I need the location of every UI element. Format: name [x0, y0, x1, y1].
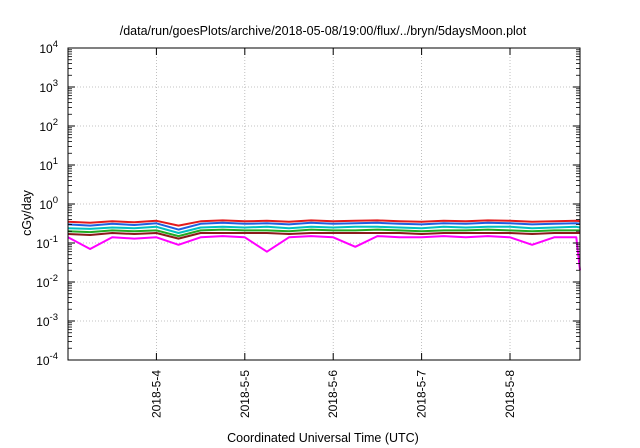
y-tick-label-exponent: 4: [53, 39, 58, 50]
series-line-5: [67, 232, 580, 240]
y-tick-label-exponent: 3: [53, 78, 58, 89]
y-tick-label-base: 10: [39, 120, 53, 134]
y-tick-label: 103: [39, 78, 58, 95]
x-tick-label: 2018-5-8: [503, 370, 517, 418]
y-tick-label-base: 10: [39, 42, 53, 56]
y-tick-label: 10-2: [36, 273, 58, 290]
y-tick-label: 101: [39, 156, 58, 173]
y-tick-label-exponent: -3: [50, 312, 58, 323]
y-tick-label: 10-1: [36, 234, 58, 251]
y-tick-label-exponent: 1: [53, 156, 58, 167]
y-tick-label-base: 10: [36, 276, 50, 290]
y-tick-label: 100: [39, 195, 58, 212]
data-series: [67, 219, 581, 271]
y-axis-label: cGy/day: [20, 189, 34, 236]
y-tick-label-base: 10: [39, 159, 53, 173]
x-tick-label: 2018-5-7: [415, 370, 429, 418]
axis-ticks: [68, 47, 580, 361]
x-tick-labels: 2018-5-4 2018-5-5 2018-5-6 2018-5-7 2018-5-8: [149, 370, 517, 418]
y-tick-label: 10-3: [36, 312, 58, 329]
y-tick-label-exponent: -1: [50, 234, 58, 245]
y-tick-label-base: 10: [39, 198, 53, 212]
chart-title: /data/run/goesPlots/archive/2018-05-08/1…: [120, 24, 527, 38]
y-tick-label: 102: [39, 117, 58, 134]
series-line-3: [67, 225, 581, 234]
y-tick-label-exponent: 2: [53, 117, 58, 128]
y-tick-label-exponent: -4: [50, 351, 58, 362]
y-tick-label-base: 10: [39, 81, 53, 95]
x-axis-label: Coordinated Universal Time (UTC): [227, 431, 419, 445]
y-tick-label-base: 10: [36, 315, 50, 329]
y-tick-label: 10-4: [36, 351, 58, 368]
grid-lines: [68, 48, 580, 360]
y-tick-label-base: 10: [36, 237, 50, 251]
x-tick-label: 2018-5-6: [326, 370, 340, 418]
y-tick-label-exponent: 0: [53, 195, 58, 206]
y-tick-label-base: 10: [36, 354, 50, 368]
series-line-4: [67, 228, 580, 238]
y-tick-label: 104: [39, 39, 58, 56]
series-line-2: [67, 221, 581, 231]
y-tick-label-exponent: -2: [50, 273, 58, 284]
x-tick-label: 2018-5-4: [149, 370, 163, 418]
series-line-6: [67, 235, 581, 271]
series-line-1: [67, 219, 581, 227]
x-tick-label: 2018-5-5: [238, 370, 252, 418]
